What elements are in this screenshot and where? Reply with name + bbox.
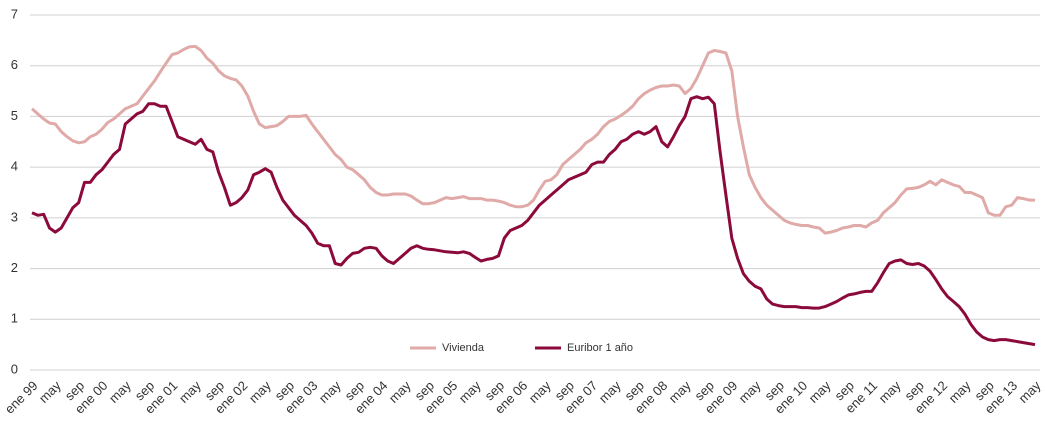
y-tick-label: 5: [11, 108, 18, 123]
series-line: [31, 44, 1035, 235]
x-tick-label: may: [316, 378, 344, 406]
x-tick-label: may: [36, 378, 64, 406]
x-tick-label: may: [386, 378, 414, 406]
x-tick-label: may: [876, 378, 904, 406]
y-tick-label: 4: [11, 159, 18, 174]
x-tick-label: ene 99: [2, 378, 41, 417]
y-tick-label: 7: [11, 6, 18, 21]
legend-label: Euribor 1 año: [567, 342, 633, 354]
x-tick-label: may: [806, 378, 834, 406]
x-tick-label: may: [526, 378, 554, 406]
y-tick-label: 3: [11, 209, 18, 224]
x-tick-label: may: [176, 378, 204, 406]
x-tick-label: may: [456, 378, 484, 406]
y-tick-label: 2: [11, 260, 18, 275]
y-tick-label: 6: [11, 57, 18, 72]
y-tick-label: 1: [11, 311, 18, 326]
y-tick-label: 0: [11, 361, 18, 376]
legend-label: Vivienda: [442, 342, 485, 354]
x-tick-label: may: [946, 378, 974, 406]
x-tick-label: may: [246, 378, 274, 406]
x-tick-label: may: [1016, 378, 1044, 406]
x-tick-label: may: [596, 378, 624, 406]
x-tick-label: may: [106, 378, 134, 406]
x-tick-label: may: [666, 378, 694, 406]
x-tick-label: may: [736, 378, 764, 406]
series-line: [31, 95, 1036, 347]
